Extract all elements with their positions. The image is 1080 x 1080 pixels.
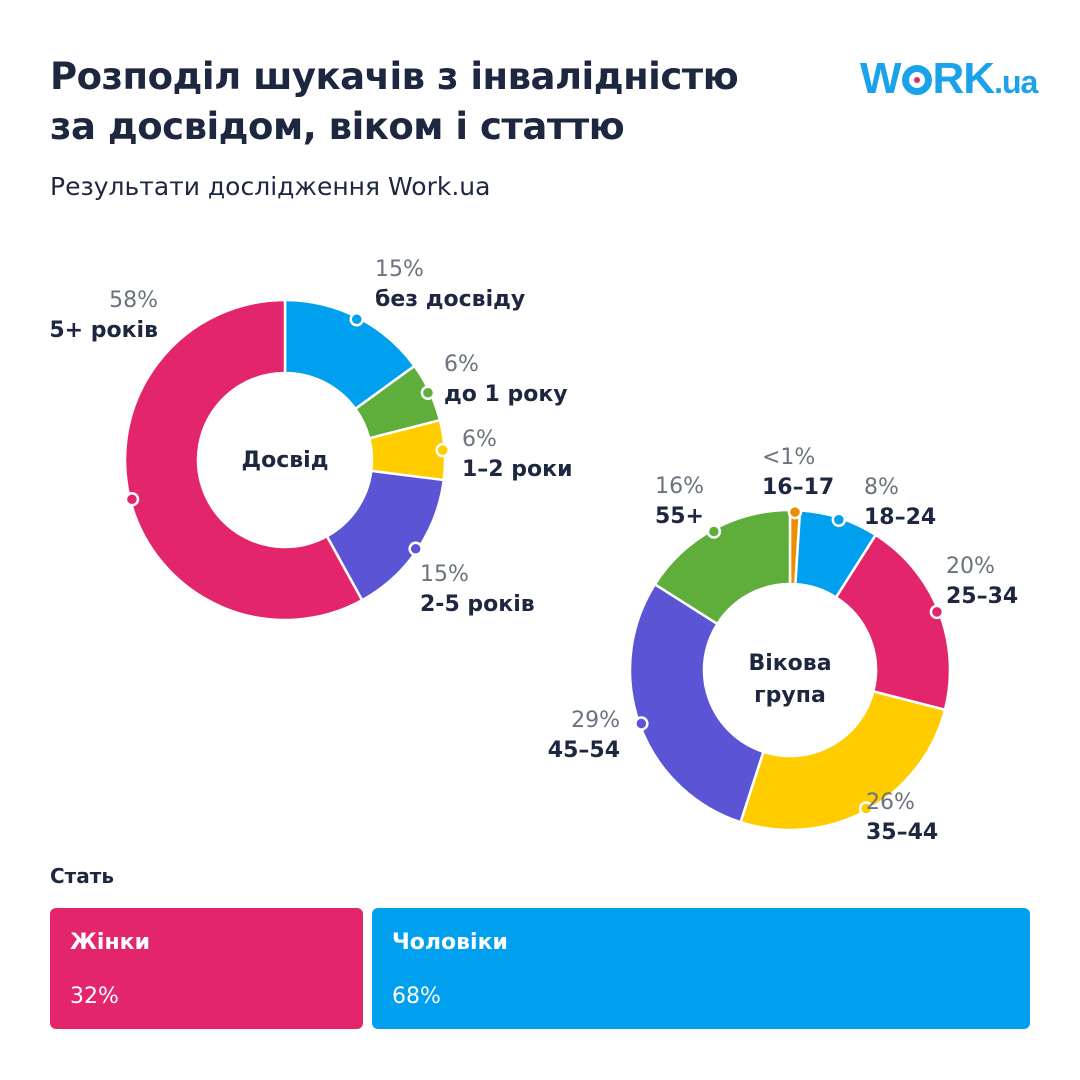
title-line-2: за досвідом, віком і статтю	[50, 105, 625, 148]
age-donut	[628, 504, 952, 832]
gender-title: Стать	[50, 864, 115, 888]
work-ua-logo: W RK.ua	[860, 54, 1038, 103]
label-55-plus: 16% 55+	[654, 474, 704, 529]
label-marker-45–54	[634, 716, 649, 731]
age-center-label: Вікова група	[720, 648, 860, 712]
label-marker-16–17	[787, 504, 803, 520]
label-marker-25–34	[929, 604, 945, 620]
page-title: Розподіл шукачів з інвалідністю за досві…	[50, 52, 739, 152]
label-1-2-years: 6% 1–2 роки	[462, 427, 573, 482]
label-35-44: 26% 35–44	[866, 790, 939, 845]
label-5-plus-years: 58% 5+ років	[49, 288, 158, 343]
gender-bar-men: Чоловіки 68%	[372, 908, 1030, 1029]
label-marker-55+	[706, 524, 722, 539]
donut-segment-25–34	[834, 533, 952, 712]
label-marker-без досвіду	[349, 311, 364, 327]
label-up-to-1-year: 6% до 1 року	[444, 352, 568, 407]
donut-segment-35–44	[738, 689, 947, 832]
label-no-experience: 15% без досвіду	[375, 257, 526, 312]
donut-segment-5+ років	[123, 298, 364, 622]
label-2-5-years: 15% 2-5 років	[420, 562, 535, 617]
label-marker-5+ років	[124, 492, 140, 507]
experience-donut	[123, 298, 450, 622]
label-marker-1–2 роки	[435, 442, 450, 458]
age-title-line-2: група	[754, 683, 826, 708]
gender-bar-women: Жінки 32%	[50, 908, 363, 1029]
label-marker-2-5 років	[408, 541, 423, 557]
title-line-1: Розподіл шукачів з інвалідністю	[50, 55, 739, 98]
subtitle: Результати дослідження Work.ua	[50, 172, 491, 201]
label-marker-18–24	[831, 512, 847, 527]
age-title-line-1: Вікова	[748, 651, 832, 676]
label-marker-до 1 року	[420, 385, 436, 400]
label-25-34: 20% 25–34	[946, 554, 1019, 609]
donut-segment-45–54	[628, 582, 765, 824]
label-45-54: 29% 45–54	[547, 708, 620, 763]
experience-center-label: Досвід	[241, 448, 329, 473]
label-16-17: <1% 16–17	[762, 445, 835, 500]
label-18-24: 8% 18–24	[864, 475, 937, 530]
label-marker-35–44	[858, 801, 874, 816]
